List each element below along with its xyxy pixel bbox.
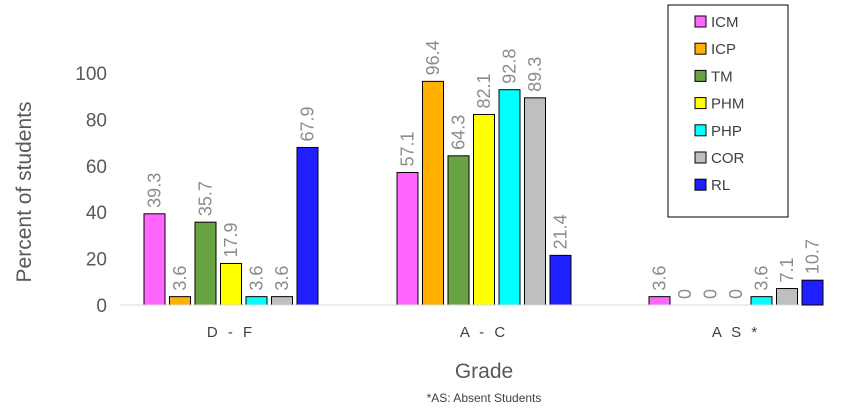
legend-swatch: [694, 151, 707, 164]
data-label: 10.7: [803, 239, 823, 274]
bar: [396, 172, 419, 306]
y-tick-label: 20: [86, 250, 107, 271]
data-label: 3.6: [247, 266, 267, 291]
data-label: 0: [675, 289, 695, 299]
bar: [776, 288, 798, 306]
data-label: 3.6: [752, 266, 772, 291]
bar: [549, 254, 572, 306]
y-axis: 0 20 40 60 80 100: [75, 64, 107, 317]
bar: [169, 296, 191, 306]
data-label: 82.1: [474, 73, 494, 108]
x-tick-label: D - F: [207, 324, 255, 341]
legend-swatch: [694, 97, 707, 110]
legend-swatch: [694, 124, 707, 137]
bar: [296, 146, 319, 306]
bar: [473, 114, 495, 306]
bar: [422, 80, 444, 306]
data-label: 17.9: [221, 222, 241, 257]
data-label: 64.3: [449, 115, 469, 150]
data-label: 89.3: [525, 57, 545, 92]
y-axis-title: Percent of students: [13, 102, 36, 283]
legend-label: PHP: [711, 123, 742, 140]
bar: [498, 89, 521, 306]
bar: [271, 296, 293, 306]
data-label: 67.9: [298, 106, 318, 141]
legend-box: [667, 4, 789, 218]
bar: [750, 296, 773, 306]
y-tick-label: 100: [75, 64, 107, 85]
bar: [143, 213, 166, 306]
legend-label: TM: [711, 68, 733, 85]
legend-label: COR: [711, 150, 745, 167]
legend: ICM ICP TM PHM PHP COR RL: [667, 4, 789, 218]
data-label: 3.6: [170, 266, 190, 291]
legend-label: RL: [711, 177, 730, 194]
data-label: 35.7: [196, 181, 216, 216]
legend-swatch: [694, 42, 707, 55]
data-label: 96.4: [423, 40, 443, 75]
data-label: 3.6: [650, 266, 670, 291]
bar: [524, 97, 546, 306]
data-label: 0: [726, 289, 746, 299]
data-label: 21.4: [551, 214, 571, 249]
x-tick-label: A S *: [712, 324, 760, 341]
y-tick-label: 0: [96, 296, 107, 317]
y-tick-label: 80: [86, 110, 107, 131]
data-label: 92.8: [500, 49, 520, 84]
bar: [801, 279, 824, 306]
legend-label: PHM: [711, 96, 744, 113]
legend-label: ICP: [711, 41, 736, 58]
legend-swatch: [694, 178, 707, 191]
bar: [447, 155, 470, 306]
x-tick-label: A - C: [460, 324, 508, 341]
footnote: *AS: Absent Students: [427, 391, 542, 405]
data-label: 57.1: [398, 131, 418, 166]
y-tick-label: 60: [86, 157, 107, 178]
legend-label: ICM: [711, 14, 739, 31]
legend-swatch: [694, 15, 707, 28]
bar: [194, 221, 217, 306]
data-label: 0: [701, 289, 721, 299]
data-label: 7.1: [777, 257, 797, 282]
bar: [220, 262, 242, 306]
data-label: 3.6: [272, 266, 292, 291]
x-axis: D - F A - C A S *: [120, 304, 800, 341]
bar: [245, 296, 268, 306]
legend-swatch: [694, 69, 707, 82]
bar: [648, 296, 671, 306]
x-axis-title: Grade: [455, 360, 513, 383]
data-label: 39.3: [145, 173, 165, 208]
bars: 39.33.635.717.93.6 3.667.957.196.464.382.…: [143, 40, 824, 306]
y-tick-label: 40: [86, 203, 107, 224]
